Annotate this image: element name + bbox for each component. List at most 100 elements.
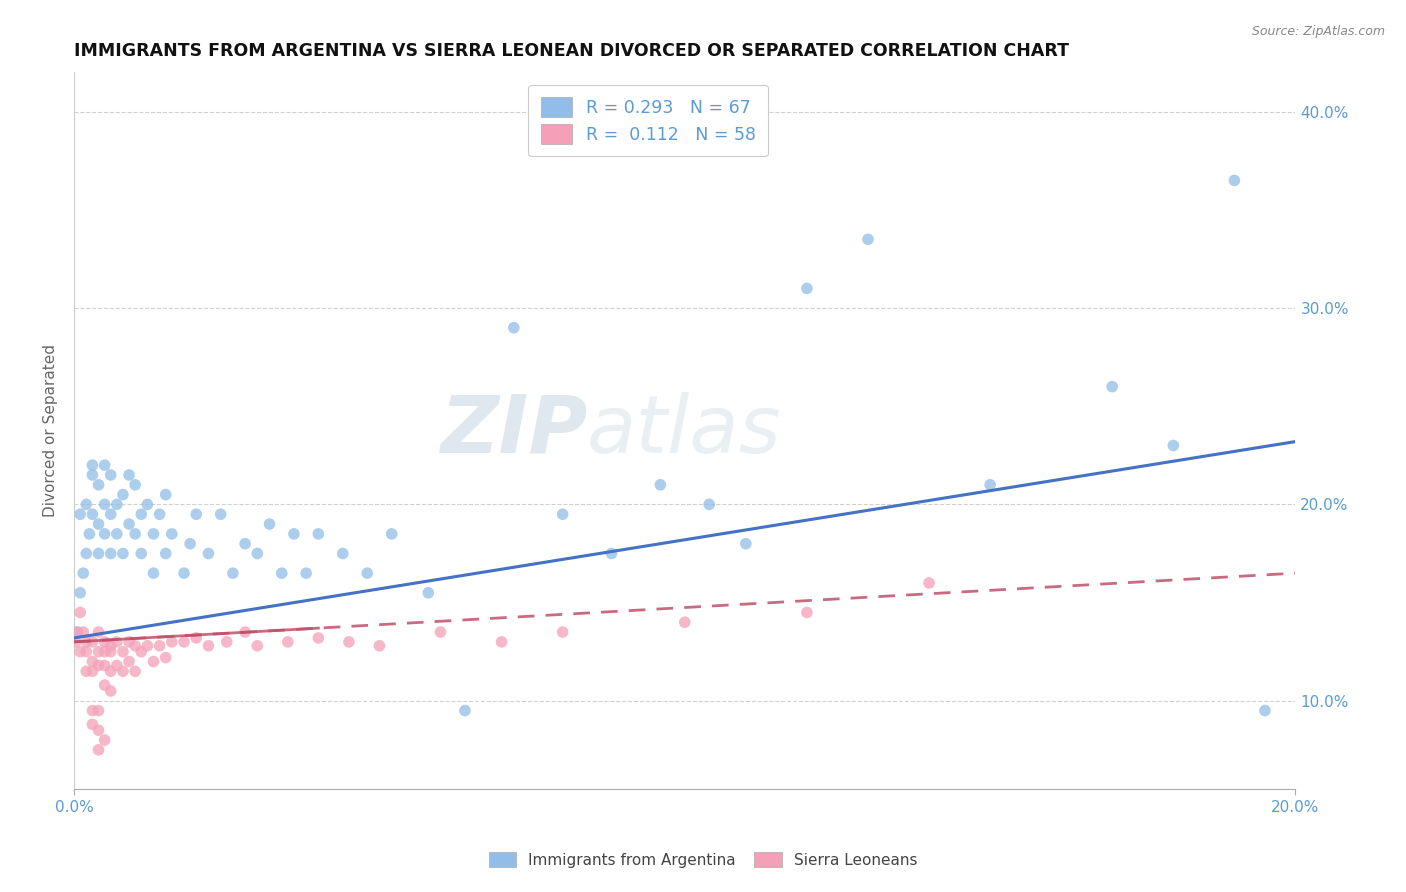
Point	[87, 743, 110, 757]
Point	[93, 658, 115, 673]
Point	[79, 527, 101, 541]
Text: ZIP: ZIP	[440, 392, 588, 470]
Point	[75, 497, 97, 511]
Point	[66, 625, 89, 640]
Point	[233, 537, 256, 551]
Point	[72, 566, 94, 581]
Point	[259, 517, 281, 532]
Text: atlas: atlas	[588, 392, 782, 470]
Point	[124, 639, 146, 653]
Point	[307, 631, 329, 645]
Point	[1223, 173, 1246, 187]
Point	[186, 508, 208, 522]
Point	[105, 527, 128, 541]
Point	[697, 497, 720, 511]
Point	[93, 678, 115, 692]
Point	[918, 576, 941, 591]
Point	[69, 586, 91, 600]
Point	[796, 281, 818, 295]
Point	[155, 487, 177, 501]
Point	[100, 645, 122, 659]
Point	[650, 477, 672, 491]
Point	[368, 639, 391, 653]
Point	[734, 537, 756, 551]
Point	[179, 537, 201, 551]
Point	[142, 566, 165, 581]
Point	[149, 508, 172, 522]
Point	[222, 566, 245, 581]
Point	[93, 645, 115, 659]
Point	[82, 467, 104, 482]
Point	[87, 625, 110, 640]
Text: Source: ZipAtlas.com: Source: ZipAtlas.com	[1251, 25, 1385, 38]
Point	[1163, 438, 1185, 452]
Point	[93, 458, 115, 472]
Point	[173, 566, 195, 581]
Point	[124, 527, 146, 541]
Point	[72, 625, 94, 640]
Point	[82, 655, 104, 669]
Legend: R = 0.293   N = 67, R =  0.112   N = 58: R = 0.293 N = 67, R = 0.112 N = 58	[529, 85, 768, 156]
Point	[233, 625, 256, 640]
Point	[100, 665, 122, 679]
Point	[673, 615, 696, 630]
Point	[118, 467, 141, 482]
Point	[69, 508, 91, 522]
Point	[118, 655, 141, 669]
Point	[100, 639, 122, 653]
Point	[209, 508, 232, 522]
Point	[75, 645, 97, 659]
Point	[551, 625, 574, 640]
Point	[82, 717, 104, 731]
Point	[87, 704, 110, 718]
Point	[82, 635, 104, 649]
Point	[87, 658, 110, 673]
Point	[87, 547, 110, 561]
Point	[87, 477, 110, 491]
Point	[796, 606, 818, 620]
Point	[100, 684, 122, 698]
Point	[93, 635, 115, 649]
Point	[160, 635, 183, 649]
Point	[111, 645, 134, 659]
Point	[93, 733, 115, 747]
Point	[600, 547, 623, 561]
Point	[124, 665, 146, 679]
Point	[100, 508, 122, 522]
Point	[381, 527, 404, 541]
Point	[1254, 704, 1277, 718]
Point	[111, 487, 134, 501]
Point	[65, 635, 87, 649]
Point	[332, 547, 354, 561]
Point	[100, 547, 122, 561]
Point	[197, 547, 219, 561]
Point	[283, 527, 305, 541]
Point	[129, 645, 152, 659]
Point	[111, 665, 134, 679]
Point	[551, 508, 574, 522]
Point	[93, 527, 115, 541]
Point	[118, 635, 141, 649]
Point	[129, 547, 152, 561]
Point	[418, 586, 440, 600]
Point	[105, 658, 128, 673]
Point	[87, 723, 110, 738]
Y-axis label: Divorced or Separated: Divorced or Separated	[44, 344, 58, 517]
Point	[69, 645, 91, 659]
Point	[277, 635, 299, 649]
Point	[124, 477, 146, 491]
Point	[502, 320, 524, 334]
Point	[136, 497, 159, 511]
Point	[295, 566, 318, 581]
Point	[75, 665, 97, 679]
Point	[186, 631, 208, 645]
Point	[215, 635, 238, 649]
Point	[429, 625, 451, 640]
Point	[75, 635, 97, 649]
Point	[69, 606, 91, 620]
Text: IMMIGRANTS FROM ARGENTINA VS SIERRA LEONEAN DIVORCED OR SEPARATED CORRELATION CH: IMMIGRANTS FROM ARGENTINA VS SIERRA LEON…	[75, 42, 1069, 60]
Legend: Immigrants from Argentina, Sierra Leoneans: Immigrants from Argentina, Sierra Leonea…	[482, 846, 924, 873]
Point	[307, 527, 329, 541]
Point	[270, 566, 292, 581]
Point	[82, 665, 104, 679]
